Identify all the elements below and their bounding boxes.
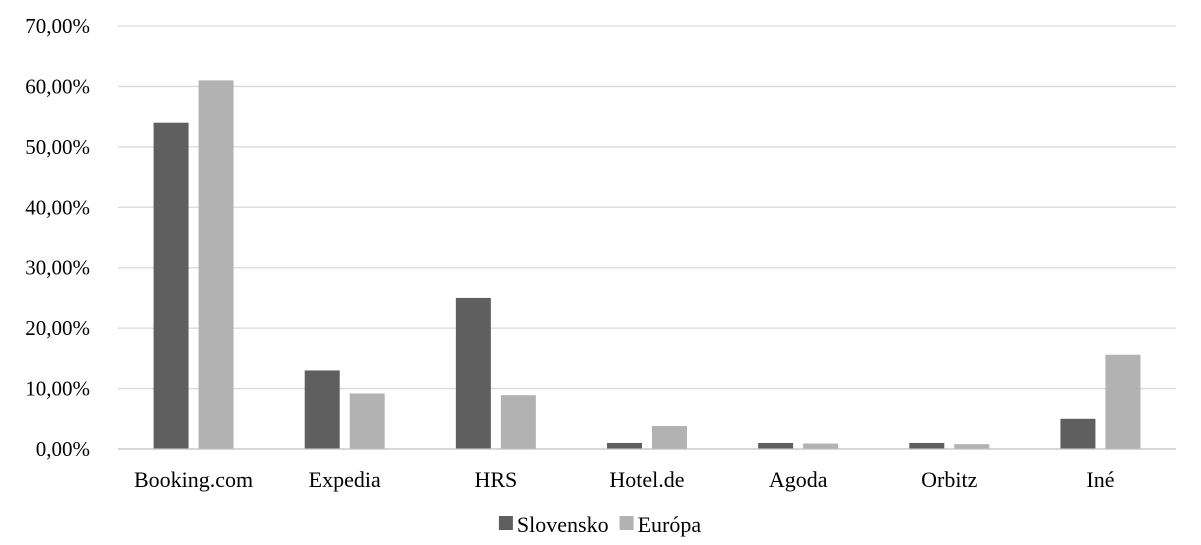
bar-slovensko: [153, 122, 189, 449]
gridlines: [118, 25, 1176, 390]
y-axis-tick-labels: 0,00% 10,00% 20,00% 30,00% 40,00% 50,00% 60,00…: [25, 14, 90, 461]
y-tick-label: 40,00%: [25, 195, 90, 219]
bar-eur-pa: [803, 443, 839, 449]
x-category-label: Expedia: [309, 467, 381, 492]
bar-eur-pa: [1105, 354, 1141, 449]
legend-swatch: [619, 516, 634, 530]
bars: [153, 80, 1141, 449]
y-tick-label: 10,00%: [25, 377, 90, 401]
y-tick-label: 60,00%: [25, 74, 90, 98]
bar-slovensko: [909, 442, 945, 449]
y-tick-label: 0,00%: [36, 437, 90, 461]
legend: Slovensko Európa: [498, 512, 702, 537]
legend-label: Európa: [638, 512, 702, 537]
y-tick-label: 30,00%: [25, 256, 90, 280]
x-category-label: HRS: [474, 467, 517, 492]
x-category-label: Hotel.de: [609, 467, 684, 492]
y-tick-label: 70,00%: [25, 14, 90, 38]
x-category-label: Orbitz: [921, 467, 977, 492]
bar-slovensko: [758, 442, 794, 449]
legend-swatch: [498, 516, 513, 530]
bar-slovensko: [455, 297, 491, 449]
legend-label: Slovensko: [517, 512, 609, 537]
bar-eur-pa: [652, 426, 687, 449]
x-category-label: Booking.com: [134, 467, 253, 492]
bar-eur-pa: [500, 395, 536, 449]
x-category-label: Iné: [1086, 467, 1114, 492]
y-tick-label: 50,00%: [25, 135, 90, 159]
bar-slovensko: [1060, 418, 1096, 449]
bar-eur-pa: [349, 393, 385, 449]
bar-slovensko: [607, 442, 642, 449]
x-axis-category-labels: Booking.com Expedia HRS Hotel.de Agoda Orbitz…: [134, 467, 1114, 492]
bar-eur-pa: [198, 80, 234, 449]
bar-eur-pa: [954, 444, 990, 449]
y-tick-label: 20,00%: [25, 316, 90, 340]
bar-slovensko: [304, 370, 340, 449]
x-category-label: Agoda: [769, 467, 828, 492]
